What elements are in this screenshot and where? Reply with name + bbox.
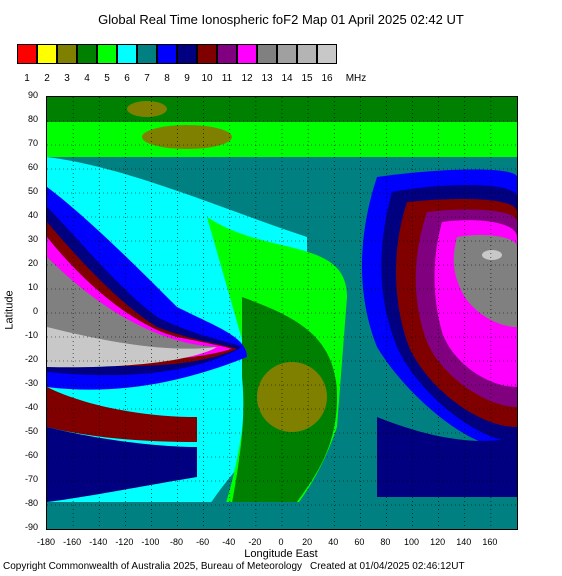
legend-swatch-12: [237, 44, 257, 64]
legend-label-9: 9: [184, 73, 190, 84]
legend-swatch-8: [157, 44, 177, 64]
y-tick--20: -20: [24, 354, 38, 364]
legend-label-3: 3: [64, 73, 70, 84]
legend-label-4: 4: [84, 73, 90, 84]
legend-unit: MHz: [345, 73, 367, 84]
y-tick-50: 50: [27, 186, 38, 196]
legend-swatch-1: [17, 44, 37, 64]
x-tick--20: -20: [248, 537, 262, 547]
legend-swatch-2: [37, 44, 57, 64]
x-tick--180: -180: [36, 537, 55, 547]
legend-label-11: 11: [221, 73, 233, 84]
y-tick-10: 10: [27, 282, 38, 292]
x-axis-title: Longitude East: [244, 548, 318, 560]
y-tick--70: -70: [24, 474, 38, 484]
x-tick-60: 60: [354, 537, 365, 547]
y-tick--80: -80: [24, 498, 38, 508]
legend-label-10: 10: [201, 73, 213, 84]
legend-label-14: 14: [281, 73, 293, 84]
y-tick--10: -10: [24, 330, 38, 340]
x-tick--40: -40: [222, 537, 236, 547]
color-legend: [17, 44, 337, 66]
y-tick-90: 90: [27, 90, 38, 100]
y-tick-80: 80: [27, 114, 38, 124]
legend-label-5: 5: [104, 73, 110, 84]
legend-label-2: 2: [44, 73, 50, 84]
legend-label-6: 6: [124, 73, 130, 84]
x-tick-160: 160: [482, 537, 498, 547]
y-tick--50: -50: [24, 426, 38, 436]
grid: [47, 97, 517, 529]
legend-swatch-9: [177, 44, 197, 64]
y-tick--90: -90: [24, 522, 38, 532]
legend-swatch-10: [197, 44, 217, 64]
y-tick-0: 0: [32, 306, 38, 316]
map-svg: [47, 97, 517, 529]
legend-swatch-6: [117, 44, 137, 64]
legend-swatch-14: [277, 44, 297, 64]
legend-label-7: 7: [144, 73, 150, 84]
legend-swatch-4: [77, 44, 97, 64]
x-tick--80: -80: [170, 537, 184, 547]
y-tick-60: 60: [27, 162, 38, 172]
x-tick--160: -160: [63, 537, 82, 547]
y-tick-40: 40: [27, 210, 38, 220]
copyright-text: Copyright Commonwealth of Australia 2025…: [3, 561, 303, 572]
legend-swatch-16: [317, 44, 337, 64]
legend-label-15: 15: [301, 73, 313, 84]
legend-label-1: 1: [24, 73, 30, 84]
legend-label-12: 12: [241, 73, 253, 84]
legend-swatch-15: [297, 44, 317, 64]
legend-swatch-11: [217, 44, 237, 64]
legend-swatch-13: [257, 44, 277, 64]
x-tick-80: 80: [380, 537, 391, 547]
foF2-map: [46, 96, 518, 530]
y-tick--40: -40: [24, 402, 38, 412]
y-tick-70: 70: [27, 138, 38, 148]
y-tick-30: 30: [27, 234, 38, 244]
created-text: Created at 01/04/2025 02:46:12UT: [310, 561, 465, 572]
legend-label-13: 13: [261, 73, 273, 84]
x-tick-140: 140: [456, 537, 472, 547]
x-tick-20: 20: [302, 537, 313, 547]
y-tick-20: 20: [27, 258, 38, 268]
x-tick-100: 100: [404, 537, 420, 547]
legend-swatch-5: [97, 44, 117, 64]
y-tick--60: -60: [24, 450, 38, 460]
x-tick-120: 120: [430, 537, 446, 547]
x-tick--100: -100: [141, 537, 160, 547]
legend-swatch-3: [57, 44, 77, 64]
x-tick--60: -60: [196, 537, 210, 547]
legend-label-16: 16: [321, 73, 333, 84]
x-tick-0: 0: [278, 537, 284, 547]
x-tick-40: 40: [328, 537, 339, 547]
legend-label-8: 8: [164, 73, 170, 84]
y-tick--30: -30: [24, 378, 38, 388]
map-title: Global Real Time Ionospheric foF2 Map 01…: [98, 12, 464, 27]
x-tick--140: -140: [89, 537, 108, 547]
legend-swatch-7: [137, 44, 157, 64]
x-tick--120: -120: [115, 537, 134, 547]
